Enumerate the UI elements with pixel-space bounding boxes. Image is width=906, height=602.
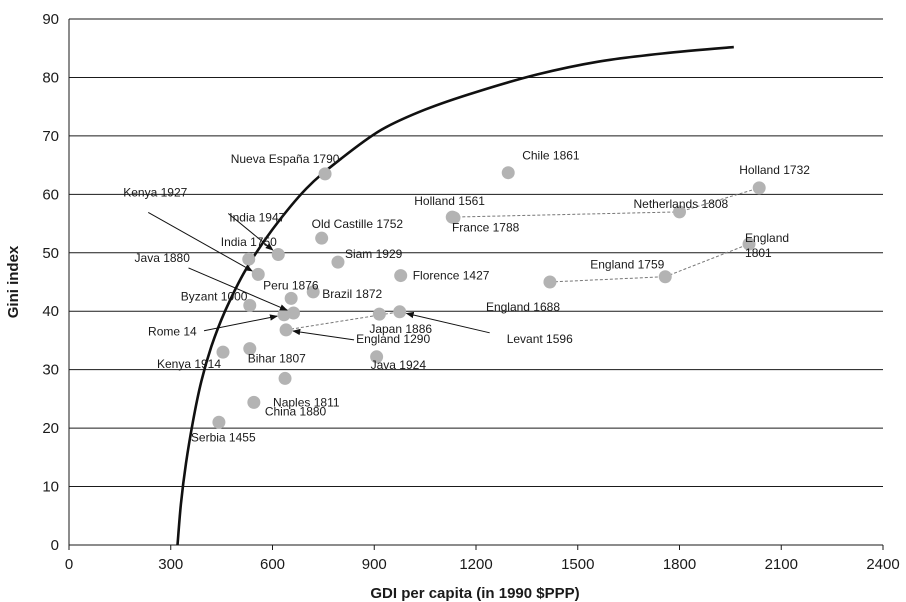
frontier-curve [176,45,734,546]
data-point [251,267,265,281]
possibility-frontier [176,45,734,546]
point-label: England 1290 [356,332,430,346]
data-point [306,285,320,299]
data-point [742,237,756,251]
point-label: Nueva España 1790 [231,152,340,166]
point-label: Kenya 1914 [157,357,221,371]
data-point [501,166,515,180]
data-point [372,307,386,321]
data-point [447,211,461,225]
point-label: Java 1924 [371,358,427,372]
point-label: India 1750 [221,235,277,249]
y-tick-label: 50 [42,245,59,262]
leader-arrow [148,211,253,272]
x-tick-label: 300 [158,556,183,573]
x-tick-label: 2100 [765,556,798,573]
point-label: Florence 1427 [413,269,490,283]
point-label: Brazil 1872 [322,287,382,301]
data-point [216,345,230,359]
data-points [212,166,766,429]
point-label: Japan 1886 [369,322,432,336]
point-label: France 1788 [452,221,520,235]
point-labels: Nueva España 1790 Chile 1861 Holland 1732 N… [123,149,810,445]
data-point [278,371,292,385]
data-point [658,270,672,284]
leader-arrow [405,311,490,334]
data-point [752,181,766,195]
point-label: Byzant 1000 [181,289,248,303]
point-label: Chile 1861 [522,149,580,163]
data-point [284,291,298,305]
data-point [243,298,257,312]
data-point [277,308,291,322]
data-point [370,350,384,364]
data-point [242,252,256,266]
point-label: Kenya 1927 [123,185,187,199]
y-tick-label: 90 [42,11,59,28]
data-point [673,205,686,219]
point-label: Siam 1929 [345,247,403,261]
x-tick-label: 1800 [663,556,696,573]
point-label: Holland 1732 [739,163,810,177]
y-tick-label: 20 [42,420,59,437]
x-tick-label: 2400 [866,556,899,573]
point-label: Rome 14 [148,325,197,339]
leader-arrow [188,267,288,311]
point-label: Java 1880 [135,251,191,265]
data-point [212,415,226,429]
data-point [318,167,332,181]
data-point [543,275,557,289]
data-point [394,269,408,283]
data-point [271,248,285,262]
x-tick-label: 1200 [459,556,492,573]
y-tick-label: 70 [42,128,59,145]
data-point [247,395,261,409]
x-tick-label: 1500 [561,556,594,573]
y-tick-label: 10 [42,479,59,496]
point-label: Serbia 1455 [191,430,256,444]
point-label: Peru 1876 [263,278,319,292]
point-label: Levant 1596 [507,332,573,346]
point-label: England 1759 [590,258,664,272]
y-tick-label: 80 [42,69,59,86]
x-tick-label: 600 [260,556,285,573]
data-point [279,323,293,337]
point-label: Naples 1811 [273,395,340,409]
point-label: China 1880 [265,404,327,418]
leader-arrow [227,213,274,251]
point-label: Old Castille 1752 [312,217,404,231]
leader-arrow [203,314,278,332]
y-tick-label: 40 [42,303,59,320]
y-tick-label: 0 [51,537,59,554]
x-axis-title: GDI per capita (in 1990 $PPP) [370,585,579,602]
point-label: England 1688 [486,300,560,314]
y-tick-label: 30 [42,362,59,379]
x-tick-label: 0 [65,556,73,573]
point-label: England 1801 [745,231,789,260]
leader-arrow [292,328,355,341]
x-tick-label: 900 [362,556,387,573]
y-axis-title: Gini index [5,245,22,318]
point-label: Netherlands 1808 [634,197,729,211]
data-point [331,255,345,269]
point-label: Holland 1561 [414,194,485,208]
data-point [393,305,407,319]
point-label: India 1947 [229,211,285,225]
y-tick-label: 60 [42,186,59,203]
point-label: Bihar 1807 [248,352,306,366]
data-point [243,342,257,356]
data-point [315,231,329,245]
